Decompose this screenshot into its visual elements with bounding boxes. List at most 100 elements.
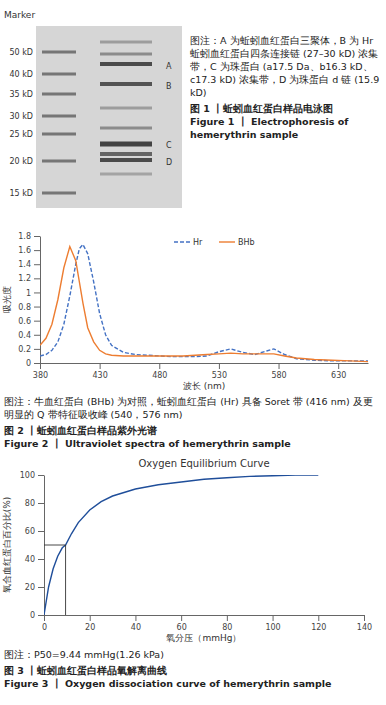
x-tick-label: 80 bbox=[222, 623, 232, 632]
marker-label: 35 kD bbox=[9, 90, 33, 99]
gel-figure: Marker50 kD40 kD35 kD30 kD25 kD20 kD15 k… bbox=[0, 4, 186, 214]
y-tick-label: 1.2 bbox=[18, 274, 31, 283]
caption-block: 图注：P50=9.44 mmHg(1.26 kPa)图 3 丨蚯蚓血红蛋白样品氧… bbox=[4, 648, 382, 690]
y-tick-mark bbox=[34, 321, 40, 322]
chart: 38043048053058063000.20.40.60.811.21.41.… bbox=[0, 228, 386, 393]
gel-band bbox=[100, 41, 152, 44]
x-tick-label: 580 bbox=[271, 371, 286, 380]
y-tick: 0.2 bbox=[18, 345, 40, 354]
y-tick-label: 0.8 bbox=[18, 303, 31, 312]
y-tick-mark bbox=[38, 559, 44, 560]
y-tick: 1.4 bbox=[18, 260, 40, 269]
x-axis-line bbox=[45, 615, 365, 616]
p50-guide bbox=[44, 545, 66, 615]
x-axis: 380430480530580630 bbox=[33, 363, 369, 380]
y-tick-label: 1.4 bbox=[18, 260, 31, 269]
x-tick-mark bbox=[159, 363, 160, 369]
gel-band bbox=[42, 51, 76, 54]
x-tick: 60 bbox=[177, 615, 187, 632]
y-tick-label: 1.6 bbox=[18, 246, 31, 255]
y-tick-label: 80 bbox=[25, 499, 35, 508]
y-tick-label: 60 bbox=[25, 527, 35, 536]
x-tick-mark bbox=[219, 363, 220, 369]
y-tick-mark bbox=[34, 363, 40, 364]
y-tick: 0 bbox=[30, 611, 44, 620]
x-tick: 120 bbox=[311, 615, 326, 632]
y-tick-mark bbox=[34, 250, 40, 251]
y-tick-mark bbox=[34, 335, 40, 336]
data-line bbox=[40, 247, 368, 362]
x-tick-label: 380 bbox=[33, 371, 48, 380]
x-tick: 0 bbox=[42, 615, 47, 632]
x-tick-mark bbox=[44, 615, 45, 621]
y-tick: 80 bbox=[25, 499, 44, 508]
x-tick-mark bbox=[318, 615, 319, 621]
gel-band bbox=[42, 73, 76, 76]
y-tick-mark bbox=[38, 531, 44, 532]
y-tick-label: 0.2 bbox=[18, 345, 31, 354]
y-tick-label: 0.4 bbox=[18, 331, 31, 340]
y-axis-title: 吸光度 bbox=[2, 286, 12, 313]
caption-block: 图注：牛血红蛋白 (BHb) 为对照，蚯蚓血红蛋白 (Hr) 具备 Soret … bbox=[4, 395, 382, 450]
y-tick-label: 20 bbox=[25, 583, 35, 592]
x-tick-label: 630 bbox=[331, 371, 346, 380]
x-tick-mark bbox=[181, 615, 182, 621]
y-tick: 20 bbox=[25, 583, 44, 592]
x-tick-mark bbox=[338, 363, 339, 369]
marker-title: Marker bbox=[4, 10, 35, 20]
x-tick: 100 bbox=[265, 615, 280, 632]
x-tick: 20 bbox=[85, 615, 95, 632]
x-tick-label: 480 bbox=[152, 371, 167, 380]
gel-band bbox=[100, 142, 152, 147]
y-tick: 1.2 bbox=[18, 274, 40, 283]
x-tick: 380 bbox=[33, 363, 48, 380]
x-tick-mark bbox=[90, 615, 91, 621]
x-tick-label: 20 bbox=[85, 623, 95, 632]
gel-band bbox=[42, 160, 76, 163]
plot-area bbox=[44, 475, 318, 615]
gel-band bbox=[100, 158, 152, 162]
marker-label: 50 kD bbox=[9, 48, 33, 57]
caption-note: 图注：A 为蚯蚓血红蛋白三聚体，B 为 Hr 蚯蚓血红蛋白四条连接链 (27–3… bbox=[190, 34, 382, 99]
caption-zh: 图 3 丨蚯蚓血红蛋白样品氧解离曲线 bbox=[4, 664, 382, 677]
y-tick-label: 1.8 bbox=[18, 232, 31, 241]
x-axis-title: 氧分压（mmHg） bbox=[166, 633, 241, 643]
gel-band bbox=[42, 133, 76, 136]
x-tick: 630 bbox=[331, 363, 346, 380]
legend-label: Hr bbox=[193, 238, 203, 247]
gel-band bbox=[100, 152, 152, 156]
y-tick: 1.6 bbox=[18, 246, 40, 255]
x-tick-label: 60 bbox=[177, 623, 187, 632]
y-tick-mark bbox=[34, 292, 40, 293]
band-label: B bbox=[166, 82, 172, 91]
gel-background bbox=[36, 26, 182, 208]
y-tick: 60 bbox=[25, 527, 44, 536]
x-tick-label: 40 bbox=[131, 623, 141, 632]
y-tick: 0 bbox=[26, 359, 40, 368]
x-tick-mark bbox=[135, 615, 136, 621]
y-tick-mark bbox=[34, 278, 40, 279]
y-tick-label: 0 bbox=[26, 359, 31, 368]
y-tick: 0.8 bbox=[18, 303, 40, 312]
y-tick: 1.8 bbox=[18, 232, 40, 241]
x-tick: 580 bbox=[271, 363, 286, 380]
caption-en: Figure 3 丨 Oxygen dissociation curve of … bbox=[4, 677, 382, 690]
x-tick: 530 bbox=[212, 363, 227, 380]
data-line bbox=[40, 244, 368, 360]
legend-swatch bbox=[174, 241, 190, 242]
plot-area bbox=[40, 244, 368, 361]
caption-zh: 图 1 丨蚯蚓血红蛋白样品电泳图 bbox=[190, 102, 382, 115]
band-label: D bbox=[166, 158, 172, 167]
gel-band bbox=[42, 93, 76, 96]
gel-band bbox=[100, 173, 152, 176]
data-line bbox=[44, 475, 318, 615]
y-tick: 100 bbox=[20, 471, 44, 480]
x-tick-mark bbox=[273, 615, 274, 621]
x-tick-label: 0 bbox=[42, 623, 47, 632]
x-tick-mark bbox=[100, 363, 101, 369]
y-tick-mark bbox=[34, 307, 40, 308]
y-tick-mark bbox=[34, 349, 40, 350]
caption-block: 图注：A 为蚯蚓血红蛋白三聚体，B 为 Hr 蚯蚓血红蛋白四条连接链 (27–3… bbox=[190, 34, 382, 141]
legend-swatch bbox=[219, 241, 235, 242]
y-tick-mark bbox=[34, 264, 40, 265]
